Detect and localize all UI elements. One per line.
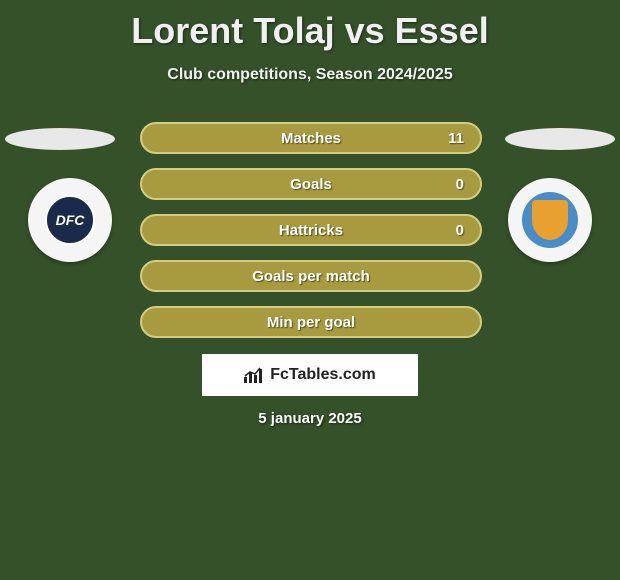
stat-label: Goals <box>290 176 332 193</box>
stat-label: Goals per match <box>252 268 370 285</box>
stat-label: Hattricks <box>279 222 343 239</box>
club-crest-left: DFC <box>28 178 112 262</box>
stat-row-goals: Goals 0 <box>140 168 482 200</box>
stat-label: Min per goal <box>267 314 355 331</box>
branding-badge[interactable]: FcTables.com <box>202 354 418 396</box>
player-head-left <box>5 128 115 150</box>
stat-value-right: 0 <box>456 176 464 193</box>
club-crest-dfc: DFC <box>45 195 95 245</box>
stat-row-hattricks: Hattricks 0 <box>140 214 482 246</box>
stats-container: Matches 11 Goals 0 Hattricks 0 Goals per… <box>140 122 482 352</box>
comparison-subtitle: Club competitions, Season 2024/2025 <box>0 66 620 84</box>
stat-row-matches: Matches 11 <box>140 122 482 154</box>
date-label: 5 january 2025 <box>0 410 620 427</box>
club-crest-sj <box>522 192 578 248</box>
chart-icon <box>244 367 264 383</box>
stat-value-right: 11 <box>448 130 464 147</box>
comparison-title: Lorent Tolaj vs Essel <box>0 0 620 52</box>
stat-row-min-per-goal: Min per goal <box>140 306 482 338</box>
stat-label: Matches <box>281 130 341 147</box>
club-crest-right <box>508 178 592 262</box>
stat-value-right: 0 <box>456 222 464 239</box>
branding-text: FcTables.com <box>270 366 376 384</box>
stat-row-goals-per-match: Goals per match <box>140 260 482 292</box>
player-head-right <box>505 128 615 150</box>
